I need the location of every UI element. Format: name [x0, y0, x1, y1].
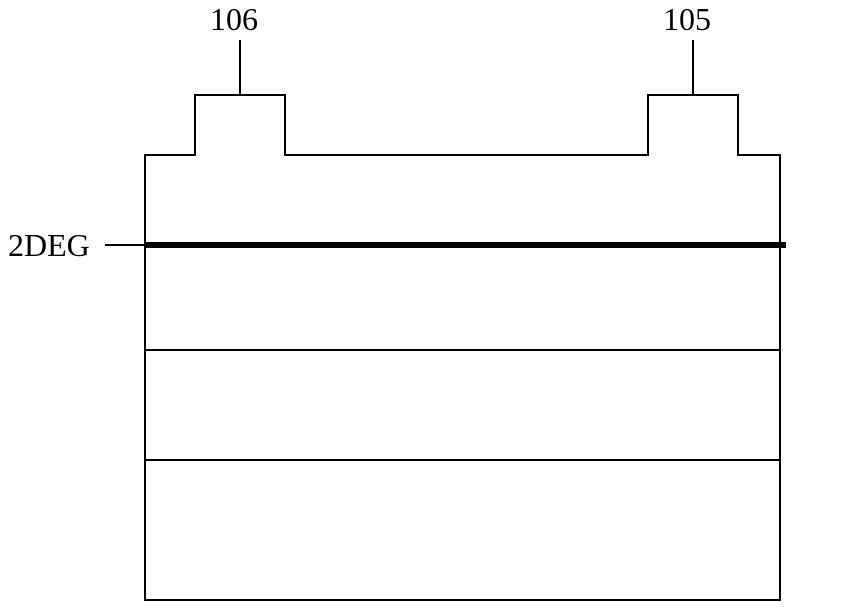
electrode-right [648, 95, 738, 155]
two-deg-label: 2DEG [8, 227, 90, 263]
electrode-left-label: 106 [210, 1, 258, 37]
electrode-right-label: 105 [663, 1, 711, 37]
layer-stack [145, 155, 780, 600]
layer-dividers [145, 245, 780, 460]
electrode-left [195, 95, 285, 155]
